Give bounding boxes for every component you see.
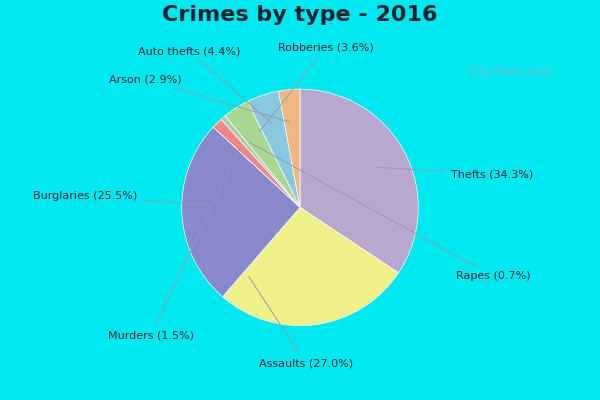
Text: Thefts (34.3%): Thefts (34.3%) [378, 167, 533, 179]
Wedge shape [182, 127, 300, 297]
Text: Robberies (3.6%): Robberies (3.6%) [260, 43, 374, 131]
Text: Burglaries (25.5%): Burglaries (25.5%) [32, 190, 212, 205]
Wedge shape [213, 119, 300, 207]
Text: Crimes by type - 2016: Crimes by type - 2016 [162, 5, 438, 25]
Text: Rapes (0.7%): Rapes (0.7%) [249, 142, 531, 281]
Text: Assaults (27.0%): Assaults (27.0%) [249, 276, 353, 368]
Text: Auto thefts (4.4%): Auto thefts (4.4%) [139, 46, 272, 124]
Wedge shape [278, 89, 300, 207]
Wedge shape [225, 101, 300, 207]
Text: City-Data.com: City-Data.com [468, 66, 553, 78]
Text: Murders (1.5%): Murders (1.5%) [107, 149, 239, 340]
Wedge shape [221, 116, 300, 207]
Text: Arson (2.9%): Arson (2.9%) [109, 75, 290, 122]
Wedge shape [223, 207, 398, 326]
Wedge shape [300, 89, 418, 273]
Wedge shape [248, 91, 300, 207]
